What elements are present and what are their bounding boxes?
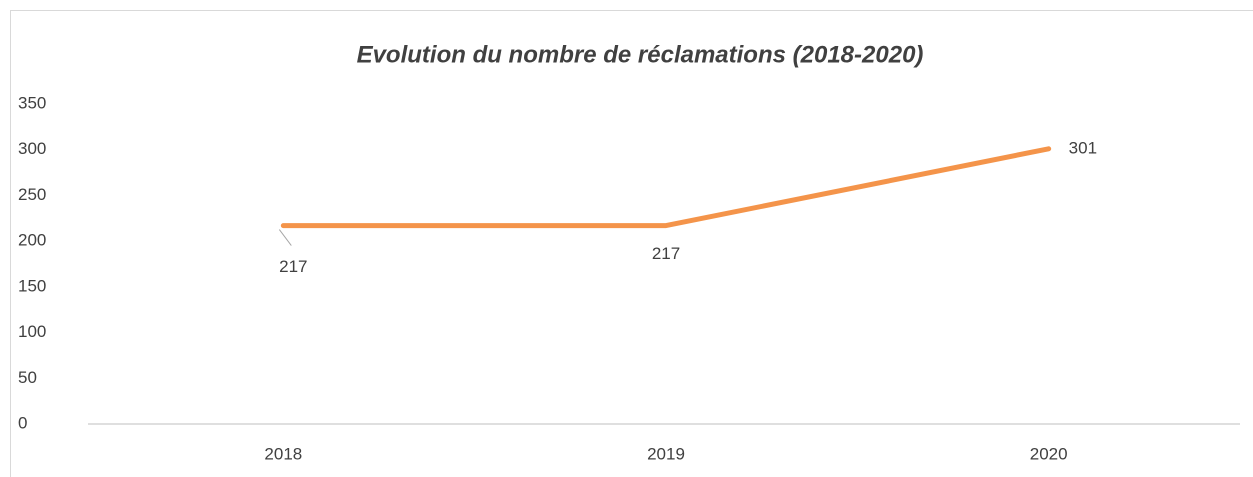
chart-title: Evolution du nombre de réclamations (201… <box>357 41 924 68</box>
x-tick-label: 2019 <box>647 444 685 463</box>
data-label: 301 <box>1069 138 1097 157</box>
x-tick-label: 2018 <box>264 444 302 463</box>
data-line <box>280 146 1052 229</box>
y-tick-label: 300 <box>18 139 46 158</box>
chart-border <box>10 10 1253 477</box>
y-tick-label: 350 <box>18 93 46 112</box>
y-tick-label: 50 <box>18 368 37 387</box>
y-tick-label: 0 <box>18 413 27 432</box>
y-tick-label: 100 <box>18 322 46 341</box>
x-tick-label: 2020 <box>1030 444 1068 463</box>
y-tick-label: 200 <box>18 231 46 250</box>
data-label: 217 <box>652 244 680 263</box>
y-tick-label: 150 <box>18 276 46 295</box>
leader-line <box>278 229 292 246</box>
y-tick-label: 250 <box>18 185 46 204</box>
data-label: 217 <box>279 257 307 276</box>
